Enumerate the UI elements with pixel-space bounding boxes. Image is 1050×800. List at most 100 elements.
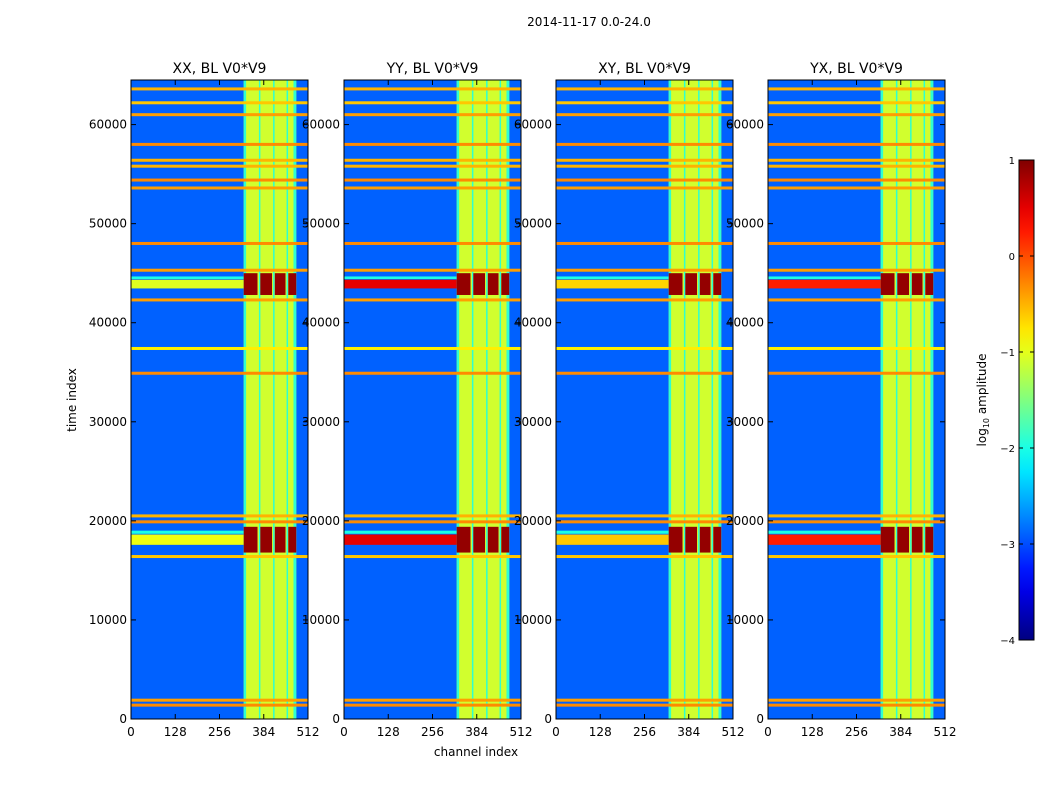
flag-line	[131, 178, 308, 182]
flag-line	[768, 555, 945, 559]
flag-line	[131, 164, 308, 168]
flag-line	[556, 241, 733, 245]
burst-block	[260, 526, 273, 553]
flag-line	[768, 87, 945, 91]
heatmap	[556, 80, 733, 719]
band-stripe	[258, 80, 261, 719]
band-stripe	[910, 80, 912, 719]
flag-line	[768, 346, 945, 350]
heatmap	[344, 80, 521, 719]
flag-line	[768, 158, 945, 162]
flag-line	[131, 142, 308, 146]
flag-line	[556, 158, 733, 162]
flag-line	[768, 101, 945, 105]
x-tick-label: 256	[633, 725, 656, 739]
burst-streak	[131, 279, 244, 289]
suptitle: 2014-11-17 0.0-24.0	[527, 15, 651, 29]
flag-line	[344, 703, 521, 707]
panel-title: YY, BL V0*V9	[386, 61, 479, 77]
flag-line	[768, 178, 945, 182]
flag-line	[556, 101, 733, 105]
x-tick-label: 128	[589, 725, 612, 739]
flag-line	[344, 142, 521, 146]
burst-block	[501, 273, 510, 295]
band-stripe	[243, 80, 247, 719]
y-tick-label: 20000	[514, 514, 552, 528]
band-stripe	[273, 80, 275, 719]
burst-block	[288, 273, 297, 295]
y-tick-label: 40000	[514, 316, 552, 330]
flag-line	[556, 113, 733, 117]
x-tick-label: 256	[208, 725, 231, 739]
flag-line	[556, 298, 733, 302]
colorbar-label: log10 amplitude	[975, 354, 991, 447]
y-tick-label: 40000	[726, 316, 764, 330]
flag-line	[131, 346, 308, 350]
band-stripe	[923, 80, 926, 719]
y-tick-label: 0	[119, 712, 127, 726]
burst-block	[911, 526, 923, 553]
colorbar-tick-label: −1	[1000, 348, 1015, 359]
burst-edge	[556, 276, 669, 280]
colorbar-tick-label: −4	[1000, 636, 1015, 647]
burst-block	[487, 526, 499, 553]
band-stripe	[456, 80, 460, 719]
x-tick-label: 512	[510, 725, 533, 739]
burst-streak	[768, 279, 881, 289]
burst-block	[501, 526, 510, 553]
y-tick-label: 10000	[89, 613, 127, 627]
burst-block	[668, 273, 683, 295]
y-tick-label: 10000	[726, 613, 764, 627]
burst-block	[911, 273, 923, 295]
rfi-band	[243, 80, 297, 719]
flag-line	[768, 164, 945, 168]
rfi-band	[456, 80, 510, 719]
x-tick-label: 128	[164, 725, 187, 739]
burst-block	[473, 273, 486, 295]
burst-block	[274, 526, 286, 553]
band-stripe	[668, 80, 672, 719]
flag-line	[344, 186, 521, 190]
burst-streak	[556, 534, 669, 545]
y-tick-label: 50000	[302, 217, 340, 231]
flag-line	[556, 703, 733, 707]
flag-line	[344, 698, 521, 702]
band-stripe	[471, 80, 474, 719]
y-tick-label: 0	[332, 712, 340, 726]
burst-block	[260, 273, 273, 295]
heatmap	[131, 80, 308, 719]
colorbar-tick-label: 1	[1009, 156, 1015, 167]
y-tick-label: 20000	[726, 514, 764, 528]
flag-line	[131, 241, 308, 245]
band-stripe	[486, 80, 488, 719]
band-stripe	[698, 80, 700, 719]
burst-edge	[344, 276, 457, 280]
flag-line	[344, 346, 521, 350]
band-stripe	[293, 80, 297, 719]
burst-block	[713, 273, 722, 295]
burst-block	[685, 273, 698, 295]
colorbar-tick-label: 0	[1009, 252, 1015, 263]
panel-3: XY, BL V0*V9 0 128 256 384 512 0 10000 20000 3000…	[514, 61, 745, 739]
flag-line	[131, 113, 308, 117]
colorbar-tick-label: −2	[1000, 444, 1015, 455]
flag-line	[768, 520, 945, 524]
y-tick-label: 30000	[726, 415, 764, 429]
colorbar-tick-label: −3	[1000, 540, 1015, 551]
flag-line	[344, 241, 521, 245]
flag-line	[556, 555, 733, 559]
y-tick-label: 50000	[726, 217, 764, 231]
y-axis-label: time index	[65, 368, 79, 432]
panel-title: XX, BL V0*V9	[173, 61, 267, 77]
flag-line	[131, 298, 308, 302]
y-tick-label: 30000	[514, 415, 552, 429]
flag-line	[131, 520, 308, 524]
flag-line	[556, 371, 733, 375]
x-tick-label: 256	[421, 725, 444, 739]
burst-edge	[768, 530, 881, 534]
burst-edge	[131, 276, 244, 280]
burst-streak	[556, 279, 669, 289]
burst-block	[699, 526, 711, 553]
flag-line	[768, 142, 945, 146]
colorbar-gradient	[1018, 159, 1035, 641]
